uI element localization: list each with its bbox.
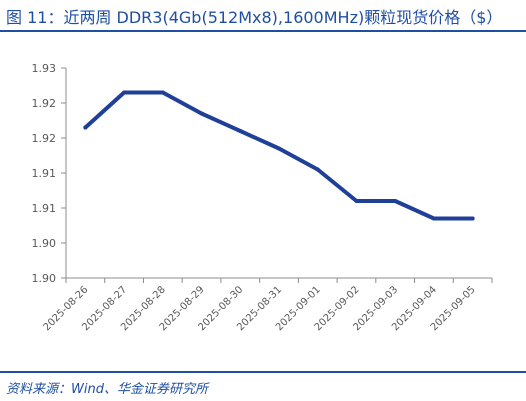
- data-point: [431, 216, 436, 221]
- data-point: [470, 216, 475, 221]
- data-point: [238, 129, 243, 133]
- y-tick-label: 1.92: [32, 97, 57, 110]
- y-tick-label: 1.93: [32, 62, 57, 75]
- data-point: [199, 111, 204, 116]
- data-point: [315, 167, 320, 172]
- series-group: [83, 90, 475, 221]
- source-note: 资料来源：Wind、华金证券研究所: [6, 382, 208, 397]
- data-point: [83, 125, 88, 130]
- x-axis-ticks: 2025-08-262025-08-272025-08-282025-08-29…: [42, 278, 493, 333]
- series-line: [83, 90, 475, 221]
- y-tick-label: 1.91: [32, 167, 57, 180]
- data-point: [122, 90, 127, 95]
- figure-title: 图 11：近两周 DDR3(4Gb(512Mx8),1600MHz)颗粒现货价格…: [6, 8, 503, 27]
- y-tick-label: 1.90: [32, 272, 57, 285]
- source-divider: [0, 371, 526, 373]
- y-tick-label: 1.92: [32, 132, 57, 145]
- data-point: [393, 199, 398, 203]
- y-axis-ticks: 1.90 1.90 1.91 1.91 1.92 1.92 1.93: [32, 62, 66, 285]
- data-point: [277, 146, 281, 151]
- data-point: [354, 199, 359, 203]
- chart-axes: [65, 68, 492, 279]
- y-tick-label: 1.91: [32, 202, 57, 215]
- y-tick-label: 1.90: [32, 237, 57, 250]
- title-divider: [0, 30, 526, 32]
- data-point: [160, 90, 165, 95]
